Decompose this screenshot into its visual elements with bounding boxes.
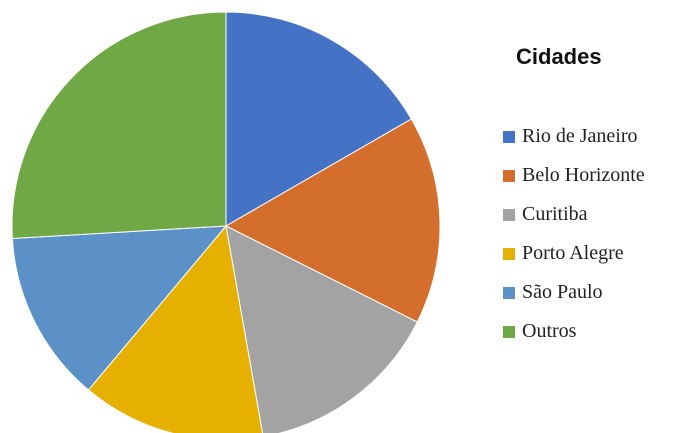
legend-item: São Paulo <box>503 273 645 312</box>
pie-slice-outros <box>11 11 227 239</box>
legend-title: Cidades <box>516 44 602 69</box>
legend-swatch <box>503 247 515 260</box>
pie-slice-belo-horizonte <box>224 118 441 323</box>
legend-swatch <box>503 208 515 221</box>
legend-label: Rio de Janeiro <box>522 125 638 147</box>
pie-slice-rio-de-janeiro <box>225 11 413 227</box>
legend-label: Outros <box>522 320 577 342</box>
legend-swatch <box>503 130 515 143</box>
legend-label: Curitiba <box>522 203 588 225</box>
legend-item: Belo Horizonte <box>503 156 645 195</box>
legend: Rio de Janeiro Belo Horizonte Curitiba Port… <box>503 117 645 351</box>
legend-item: Porto Alegre <box>503 234 645 273</box>
legend-item: Rio de Janeiro <box>503 117 645 156</box>
legend-label: São Paulo <box>522 281 603 303</box>
pie-slice-sao-paulo <box>11 225 228 391</box>
legend-item: Outros <box>503 312 645 351</box>
legend-item: Curitiba <box>503 195 645 234</box>
legend-label: Porto Alegre <box>522 242 624 264</box>
legend-label: Belo Horizonte <box>522 164 645 186</box>
legend-swatch <box>503 286 515 299</box>
legend-swatch <box>503 325 515 338</box>
legend-swatch <box>503 169 515 182</box>
